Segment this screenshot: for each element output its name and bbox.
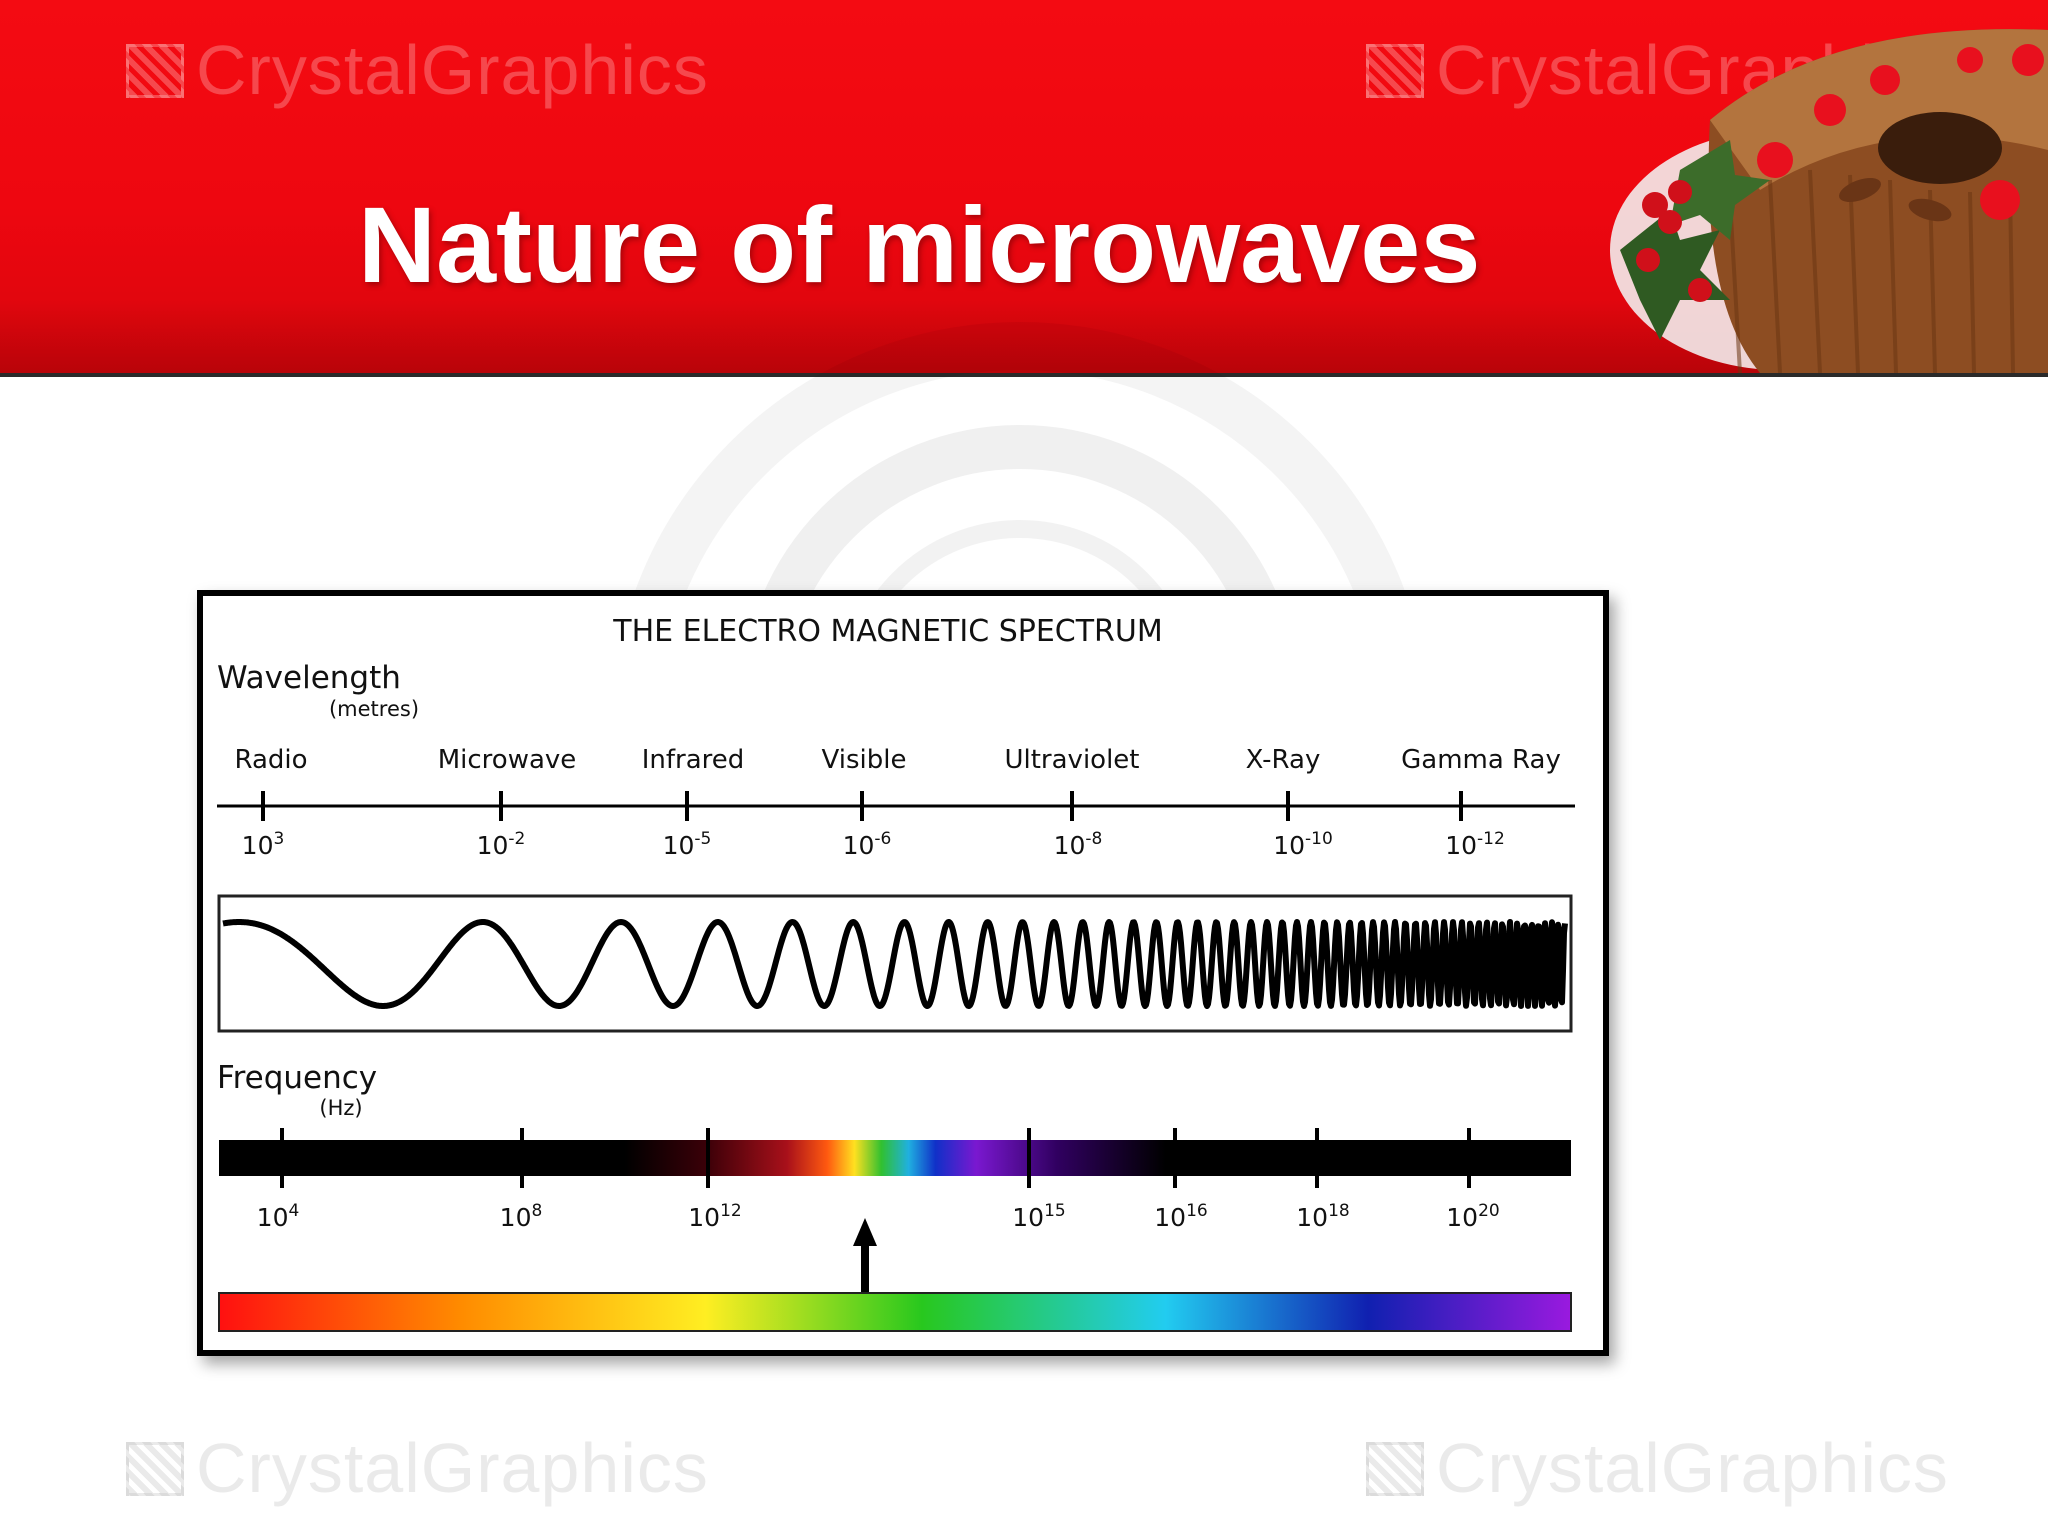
holly-leaf-icon: [1670, 140, 1770, 240]
frequency-label: Frequency: [217, 1060, 377, 1096]
wavelength-value: 10-8: [1054, 829, 1103, 860]
frequency-unit: (Hz): [319, 1096, 362, 1120]
wave-line: [221, 919, 1568, 1009]
frequency-value: 1012: [688, 1201, 741, 1232]
frequency-value: 1015: [1012, 1201, 1065, 1232]
wavelength-tick-radio: Radio 103: [234, 745, 307, 860]
watermark-logo-icon: [1366, 1442, 1424, 1496]
wavelength-tick-visible: Visible 10-6: [822, 745, 907, 860]
frequency-tick: 1018: [1296, 1128, 1350, 1232]
frequency-tick: 1012: [688, 1128, 742, 1232]
wavelength-tick-x-ray: X-Ray 10-10: [1246, 745, 1333, 860]
wavelength-label: Wavelength: [217, 660, 401, 696]
watermark-bottom-left: CrystalGraphics: [126, 1428, 709, 1508]
cherry-icon: [1757, 142, 1793, 178]
frequency-tick: 104: [257, 1128, 300, 1232]
watermark-top-left: CrystalGraphics: [126, 30, 709, 110]
watermark-logo-icon: [1366, 44, 1424, 98]
wavelength-value: 10-12: [1445, 829, 1505, 860]
wavelength-ticks: Radio 103 Microwave 10-2 Infrared 10-5 V…: [234, 745, 1560, 860]
em-spectrum-diagram: THE ELECTRO MAGNETIC SPECTRUM Wavelength…: [197, 590, 1609, 1356]
watermark-text: CrystalGraphics: [1436, 1429, 1949, 1507]
band-label: Gamma Ray: [1401, 745, 1561, 775]
watermark-logo-icon: [126, 44, 184, 98]
wavelength-unit: (metres): [329, 697, 419, 721]
watermark-bottom-right: CrystalGraphics: [1366, 1428, 1949, 1508]
wavelength-tick-ultraviolet: Ultraviolet 10-8: [1004, 745, 1139, 860]
fruitcake-illustration: [1610, 29, 2048, 373]
holly-berry-icon: [1668, 180, 1692, 204]
frequency-value: 1020: [1446, 1201, 1499, 1232]
cherry-icon: [1870, 65, 1900, 95]
frequency-value: 104: [257, 1201, 300, 1232]
em-spectrum-svg: THE ELECTRO MAGNETIC SPECTRUM Wavelength…: [217, 614, 1575, 1332]
band-label: Infrared: [642, 745, 745, 775]
frequency-value: 1018: [1296, 1201, 1349, 1232]
frequency-tick: 1020: [1446, 1128, 1500, 1232]
frequency-tick: 1015: [1012, 1128, 1066, 1232]
wavelength-tick-gamma-ray: Gamma Ray 10-12: [1401, 745, 1561, 860]
frequency-bar: [219, 1140, 1571, 1176]
holly-berry-icon: [1688, 278, 1712, 302]
wavelength-value: 10-6: [843, 829, 892, 860]
wavelength-value: 10-5: [663, 829, 712, 860]
holly-berry-icon: [1642, 192, 1668, 218]
cherry-icon: [1957, 47, 1983, 73]
visible-light-arrow-icon: [853, 1218, 877, 1292]
wavelength-value: 103: [242, 829, 285, 860]
slide-title: Nature of microwaves: [358, 184, 1481, 305]
wavelength-tick-microwave: Microwave 10-2: [438, 745, 577, 860]
watermark-text: CrystalGraphics: [196, 31, 709, 109]
diagram-title: THE ELECTRO MAGNETIC SPECTRUM: [612, 614, 1163, 649]
frequency-tick: 1016: [1154, 1128, 1208, 1232]
wavelength-value: 10-2: [477, 829, 526, 860]
frequency-value: 108: [500, 1201, 543, 1232]
wavelength-tick-infrared: Infrared 10-5: [642, 745, 745, 860]
visible-spectrum-bar: [218, 1292, 1572, 1332]
holly-berry-icon: [1636, 248, 1660, 272]
holly-leaf-icon: [1620, 210, 1730, 340]
band-label: Microwave: [438, 745, 577, 775]
holly-berry-icon: [1658, 210, 1682, 234]
frequency-value: 1016: [1154, 1201, 1207, 1232]
band-label: Visible: [822, 745, 907, 775]
cherry-icon: [1814, 94, 1846, 126]
band-label: X-Ray: [1246, 745, 1321, 775]
wavelength-value: 10-10: [1273, 829, 1333, 860]
band-label: Radio: [234, 745, 307, 775]
cherry-icon: [1980, 180, 2020, 220]
watermark-text: CrystalGraphics: [196, 1429, 709, 1507]
frequency-tick: 108: [500, 1128, 543, 1232]
watermark-logo-icon: [126, 1442, 184, 1496]
frequency-ticks: 104 108 1012 1015 1016 1018 1020: [257, 1128, 1500, 1232]
cherry-icon: [2012, 44, 2044, 76]
band-label: Ultraviolet: [1004, 745, 1139, 775]
